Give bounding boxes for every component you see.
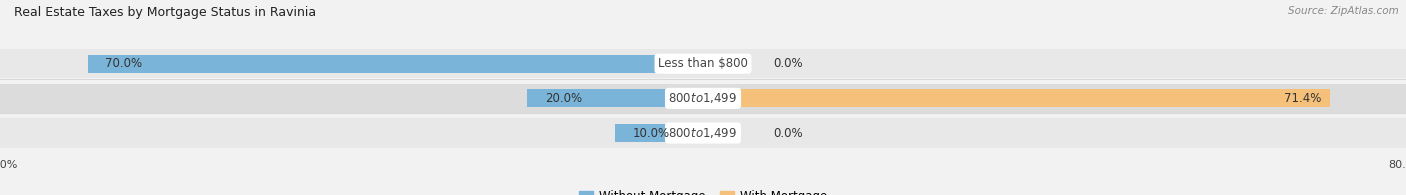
Bar [0, 49, 1406, 78]
Text: 20.0%: 20.0% [546, 92, 582, 105]
Text: $800 to $1,499: $800 to $1,499 [668, 91, 738, 105]
Bar [703, 89, 1330, 107]
Text: 70.0%: 70.0% [105, 57, 142, 70]
Text: 10.0%: 10.0% [633, 127, 669, 140]
Bar [527, 89, 703, 107]
Legend: Without Mortgage, With Mortgage: Without Mortgage, With Mortgage [579, 190, 827, 195]
Text: Real Estate Taxes by Mortgage Status in Ravinia: Real Estate Taxes by Mortgage Status in … [14, 6, 316, 19]
Text: Source: ZipAtlas.com: Source: ZipAtlas.com [1288, 6, 1399, 16]
Bar [0, 84, 1406, 113]
Text: $800 to $1,499: $800 to $1,499 [668, 126, 738, 140]
Text: Less than $800: Less than $800 [658, 57, 748, 70]
Bar [0, 118, 1406, 148]
Bar [616, 124, 703, 142]
Bar [87, 55, 703, 73]
Text: 71.4%: 71.4% [1284, 92, 1322, 105]
Text: 0.0%: 0.0% [773, 127, 803, 140]
Text: 0.0%: 0.0% [773, 57, 803, 70]
